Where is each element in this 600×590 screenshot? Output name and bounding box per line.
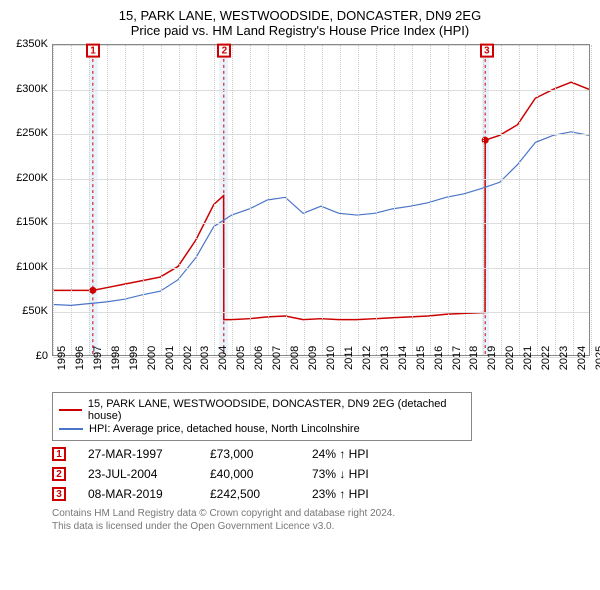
chart-title: 15, PARK LANE, WESTWOODSIDE, DONCASTER, …: [10, 8, 590, 23]
chart-marker: 3: [480, 44, 494, 58]
y-tick: £350K: [16, 38, 48, 50]
chart-svg: [53, 45, 589, 355]
y-tick: £50K: [22, 305, 48, 317]
event-date: 27-MAR-1997: [88, 447, 188, 461]
event-marker: 2: [52, 467, 66, 481]
plot-area: 1 2 3: [52, 44, 590, 356]
event-price: £242,500: [210, 487, 290, 501]
legend-item: 15, PARK LANE, WESTWOODSIDE, DONCASTER, …: [59, 398, 465, 422]
chart-subtitle: Price paid vs. HM Land Registry's House …: [10, 23, 590, 38]
event-date: 23-JUL-2004: [88, 467, 188, 481]
x-axis: 1995199619971998199920002001200220032004…: [52, 356, 590, 384]
legend-item: HPI: Average price, detached house, Nort…: [59, 423, 465, 435]
event-delta: 24% ↑ HPI: [312, 447, 369, 461]
event-price: £40,000: [210, 467, 290, 481]
legend-swatch: [59, 428, 83, 430]
y-tick: £100K: [16, 261, 48, 273]
y-tick: £0: [36, 350, 48, 362]
legend-label: 15, PARK LANE, WESTWOODSIDE, DONCASTER, …: [88, 398, 465, 422]
legend-label: HPI: Average price, detached house, Nort…: [89, 423, 360, 435]
event-marker: 1: [52, 447, 66, 461]
x-tick: 2025: [594, 346, 600, 370]
event-date: 08-MAR-2019: [88, 487, 188, 501]
event-marker: 3: [52, 487, 66, 501]
event-row: 1 27-MAR-1997 £73,000 24% ↑ HPI: [52, 447, 590, 461]
event-row: 3 08-MAR-2019 £242,500 23% ↑ HPI: [52, 487, 590, 501]
chart-container: 15, PARK LANE, WESTWOODSIDE, DONCASTER, …: [0, 0, 600, 533]
footer-line-2: This data is licensed under the Open Gov…: [52, 520, 590, 533]
y-tick: £250K: [16, 127, 48, 139]
y-tick: £200K: [16, 172, 48, 184]
event-delta: 73% ↓ HPI: [312, 467, 369, 481]
y-axis: £0£50K£100K£150K£200K£250K£300K£350K: [10, 44, 52, 384]
event-row: 2 23-JUL-2004 £40,000 73% ↓ HPI: [52, 467, 590, 481]
chart-marker: 2: [217, 44, 231, 58]
event-delta: 23% ↑ HPI: [312, 487, 369, 501]
footer-line-1: Contains HM Land Registry data © Crown c…: [52, 507, 590, 520]
y-tick: £300K: [16, 83, 48, 95]
legend-swatch: [59, 409, 82, 411]
chart-marker: 1: [86, 44, 100, 58]
events-table: 1 27-MAR-1997 £73,000 24% ↑ HPI 2 23-JUL-2004…: [52, 447, 590, 501]
y-tick: £150K: [16, 216, 48, 228]
footer: Contains HM Land Registry data © Crown c…: [52, 507, 590, 533]
event-price: £73,000: [210, 447, 290, 461]
chart-area: £0£50K£100K£150K£200K£250K£300K£350K 123…: [10, 44, 590, 384]
legend: 15, PARK LANE, WESTWOODSIDE, DONCASTER, …: [52, 392, 472, 441]
